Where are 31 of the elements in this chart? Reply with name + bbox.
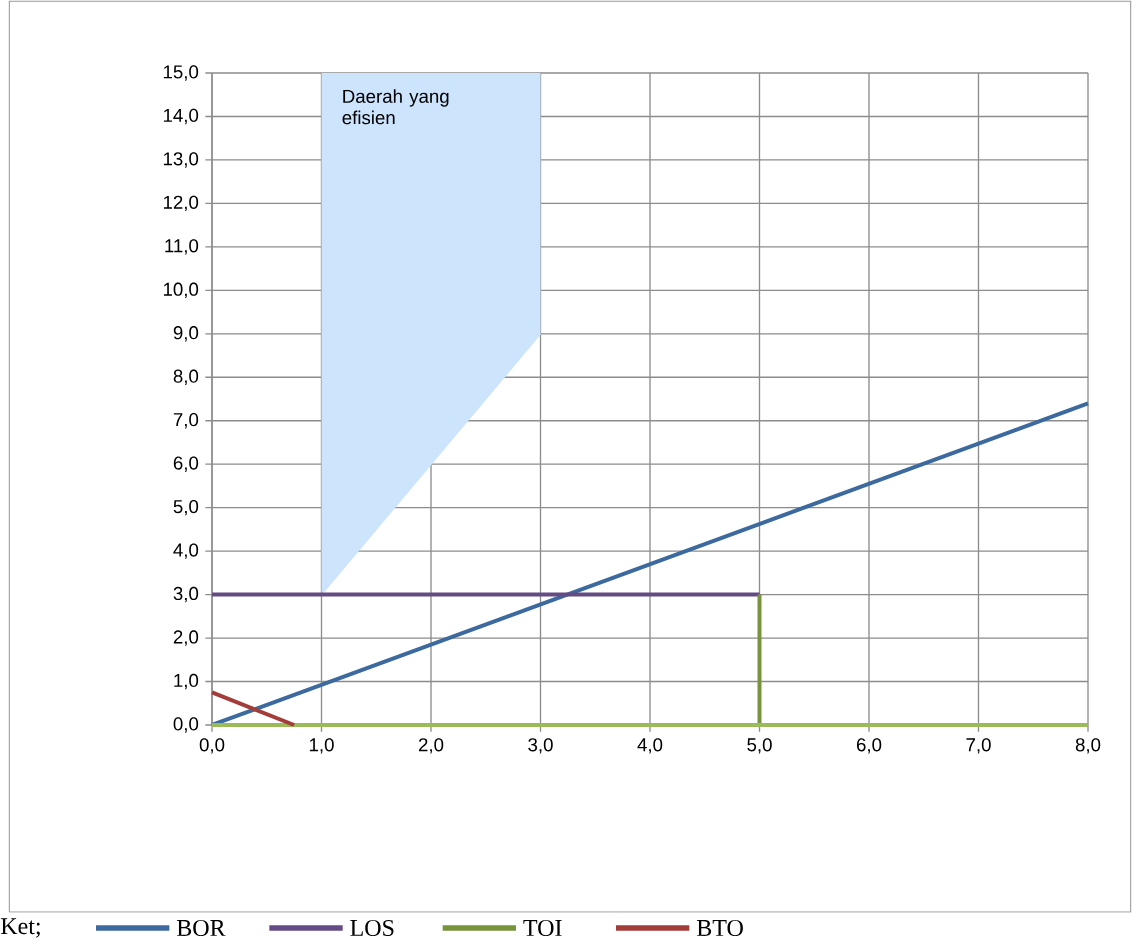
y-tick-label: 8,0 [173,369,199,385]
y-tick-label: 10,0 [163,282,199,299]
y-tick-label: 9,0 [173,326,199,342]
y-tick-label: 4,0 [173,543,199,559]
y-tick-label: 2,0 [173,630,199,646]
legend-label: BTO [696,919,743,937]
legend-label: BOR [176,919,226,937]
x-tick-label: 7,0 [966,738,991,754]
legend-label: LOS [350,919,394,937]
legend-title: Ket; [0,918,40,938]
x-tick-label: 4,0 [637,738,663,754]
y-tick-label: 14,0 [163,108,199,125]
x-tick-label: 0,0 [199,738,225,754]
y-tick-label: 1,0 [174,673,199,690]
y-tick-label: 6,0 [173,456,199,472]
x-tick-label: 1,0 [309,738,334,754]
y-tick-label: 13,0 [163,152,199,168]
y-tick-label: 7,0 [173,413,199,429]
annotation: Daerah yang efisien [342,89,449,125]
y-tick-label: 5,0 [173,499,199,516]
legend-label: TOI [523,919,562,937]
x-tick-label: 6,0 [856,738,882,754]
y-tick-label: 12,0 [163,195,199,212]
x-tick-label: 8,0 [1075,738,1101,754]
y-tick-label: 3,0 [173,586,199,603]
y-tick-label: 0,0 [173,717,199,733]
x-tick-label: 5,0 [747,738,772,754]
x-tick-label: 3,0 [528,738,553,754]
y-tick-label: 15,0 [163,65,199,81]
x-tick-label: 2,0 [418,738,444,754]
y-tick-label: 11,0 [165,239,199,255]
